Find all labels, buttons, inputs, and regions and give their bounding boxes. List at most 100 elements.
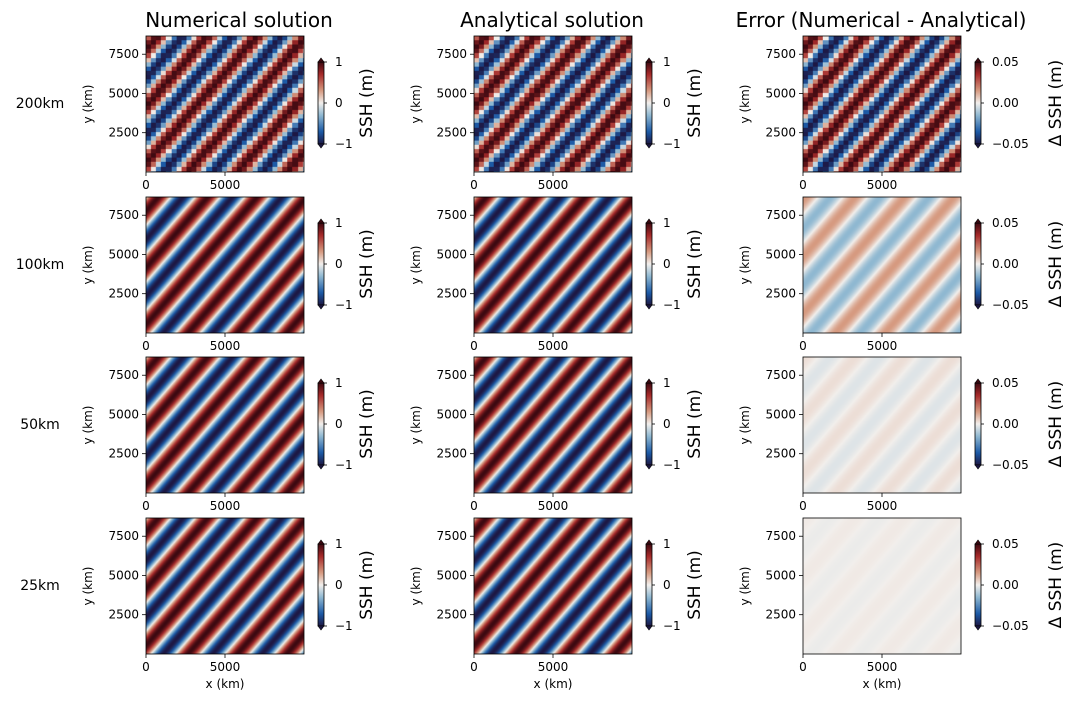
row-label: 25km (20, 578, 60, 594)
colorbar-tick-label: −1 (335, 137, 353, 151)
colorbar: 1 0 −1 SSH (m) (317, 55, 377, 151)
x-tick-label: 0 (142, 499, 150, 513)
colorbar-tick-label: −0.05 (992, 137, 1029, 151)
colorbar-gradient (974, 61, 982, 145)
colorbar-gradient (317, 222, 325, 306)
x-tick-label: 0 (799, 660, 807, 674)
colorbar-tick-label: 1 (335, 216, 343, 230)
colorbar-tick-label: −0.05 (992, 458, 1029, 472)
colorbar-label: SSH (m) (357, 389, 377, 459)
x-tick-label: 5000 (210, 178, 241, 192)
colorbar-extend-max (974, 218, 982, 224)
y-axis-label: y (km) (409, 406, 423, 445)
colorbar-gradient (645, 543, 653, 627)
colorbar-gradient (645, 382, 653, 466)
colorbar-gradient (974, 543, 982, 627)
x-tick-label: 5000 (538, 178, 569, 192)
x-tick-label: 5000 (210, 339, 241, 353)
x-tick-label: 5000 (867, 339, 898, 353)
panel: 7500 5000 2500 0 5000 y (km) x (km) 0.05 0.00 −0.… (738, 517, 1066, 691)
y-tick-label: 7500 (108, 529, 139, 543)
colorbar-extend-min (645, 625, 653, 631)
heatmap-image (803, 357, 961, 493)
y-tick-label: 7500 (436, 529, 467, 543)
y-tick-label: 2500 (108, 447, 139, 461)
x-tick-label: 5000 (538, 499, 569, 513)
x-tick-label: 0 (799, 499, 807, 513)
y-tick-label: 7500 (436, 208, 467, 222)
x-axis-label: x (km) (206, 677, 245, 691)
x-axis-label: x (km) (534, 677, 573, 691)
colorbar-label: Δ SSH (m) (1046, 381, 1066, 468)
y-tick-label: 5000 (765, 569, 796, 583)
colorbar-tick-label: 0 (335, 578, 343, 592)
x-tick-label: 0 (470, 339, 478, 353)
y-axis-label: y (km) (738, 85, 752, 124)
colorbar-tick-label: 0.00 (992, 257, 1019, 271)
panel: 7500 5000 2500 0 5000 y (km) x (km) 1 0 −1 SSH (m) (409, 517, 705, 691)
heatmap-image (146, 518, 304, 654)
colorbar: 1 0 −1 SSH (m) (317, 537, 377, 633)
colorbar-tick-label: 0.00 (992, 578, 1019, 592)
colorbar-extend-max (645, 378, 653, 384)
colorbar-extend-max (645, 218, 653, 224)
y-tick-label: 5000 (108, 87, 139, 101)
colorbar-tick-label: 0 (335, 417, 343, 431)
colorbar-tick-label: −1 (663, 137, 681, 151)
y-axis-label: y (km) (738, 567, 752, 606)
colorbar-tick-label: 0.00 (992, 417, 1019, 431)
y-axis-label: y (km) (81, 85, 95, 124)
y-axis-label: y (km) (738, 246, 752, 285)
x-tick-label: 5000 (867, 499, 898, 513)
colorbar-tick-label: −1 (663, 298, 681, 312)
row-label: 200km (16, 96, 64, 112)
x-tick-label: 5000 (210, 660, 241, 674)
colorbar-extend-min (974, 304, 982, 310)
colorbar-extend-min (317, 304, 325, 310)
colorbar-extend-max (317, 539, 325, 545)
colorbar-tick-label: −1 (663, 619, 681, 633)
colorbar-tick-label: −1 (335, 619, 353, 633)
column-title: Error (Numerical - Analytical) (736, 8, 1027, 32)
heatmap-image (474, 357, 632, 493)
panel: 7500 5000 2500 0 5000 y (km) 1 0 −1 SSH (m) (409, 356, 705, 513)
colorbar-gradient (974, 222, 982, 306)
heatmap-image (146, 36, 304, 172)
y-tick-label: 2500 (765, 287, 796, 301)
column-title: Numerical solution (145, 8, 333, 32)
x-tick-label: 5000 (867, 178, 898, 192)
colorbar-label: Δ SSH (m) (1046, 542, 1066, 629)
colorbar-label: Δ SSH (m) (1046, 221, 1066, 308)
y-tick-label: 7500 (108, 208, 139, 222)
colorbar-tick-label: 0.05 (992, 376, 1019, 390)
colorbar-label: SSH (m) (357, 229, 377, 299)
y-tick-label: 5000 (765, 87, 796, 101)
colorbar-extend-min (645, 143, 653, 149)
heatmap-image (146, 357, 304, 493)
colorbar-label: SSH (m) (685, 68, 705, 138)
colorbar-extend-max (974, 378, 982, 384)
y-axis-label: y (km) (738, 406, 752, 445)
colorbar-extend-min (317, 625, 325, 631)
colorbar-tick-label: 1 (335, 537, 343, 551)
colorbar-label: SSH (m) (685, 389, 705, 459)
colorbar-label: SSH (m) (357, 68, 377, 138)
colorbar-tick-label: 1 (335, 376, 343, 390)
colorbar-tick-label: −0.05 (992, 298, 1029, 312)
y-tick-label: 5000 (108, 408, 139, 422)
column-titles: Numerical solution Analytical solution Err… (145, 8, 1026, 32)
colorbar-tick-label: 0 (663, 578, 671, 592)
y-tick-label: 7500 (436, 47, 467, 61)
colorbar: 1 0 −1 SSH (m) (645, 216, 705, 312)
colorbar-extend-max (645, 57, 653, 63)
y-tick-label: 7500 (765, 208, 796, 222)
heatmap-image (803, 197, 961, 333)
y-axis-label: y (km) (409, 246, 423, 285)
y-tick-label: 5000 (108, 248, 139, 262)
colorbar-extend-max (317, 378, 325, 384)
y-tick-label: 5000 (436, 569, 467, 583)
colorbar-extend-max (974, 539, 982, 545)
x-tick-label: 0 (142, 660, 150, 674)
colorbar-extend-max (974, 57, 982, 63)
y-tick-label: 5000 (436, 87, 467, 101)
